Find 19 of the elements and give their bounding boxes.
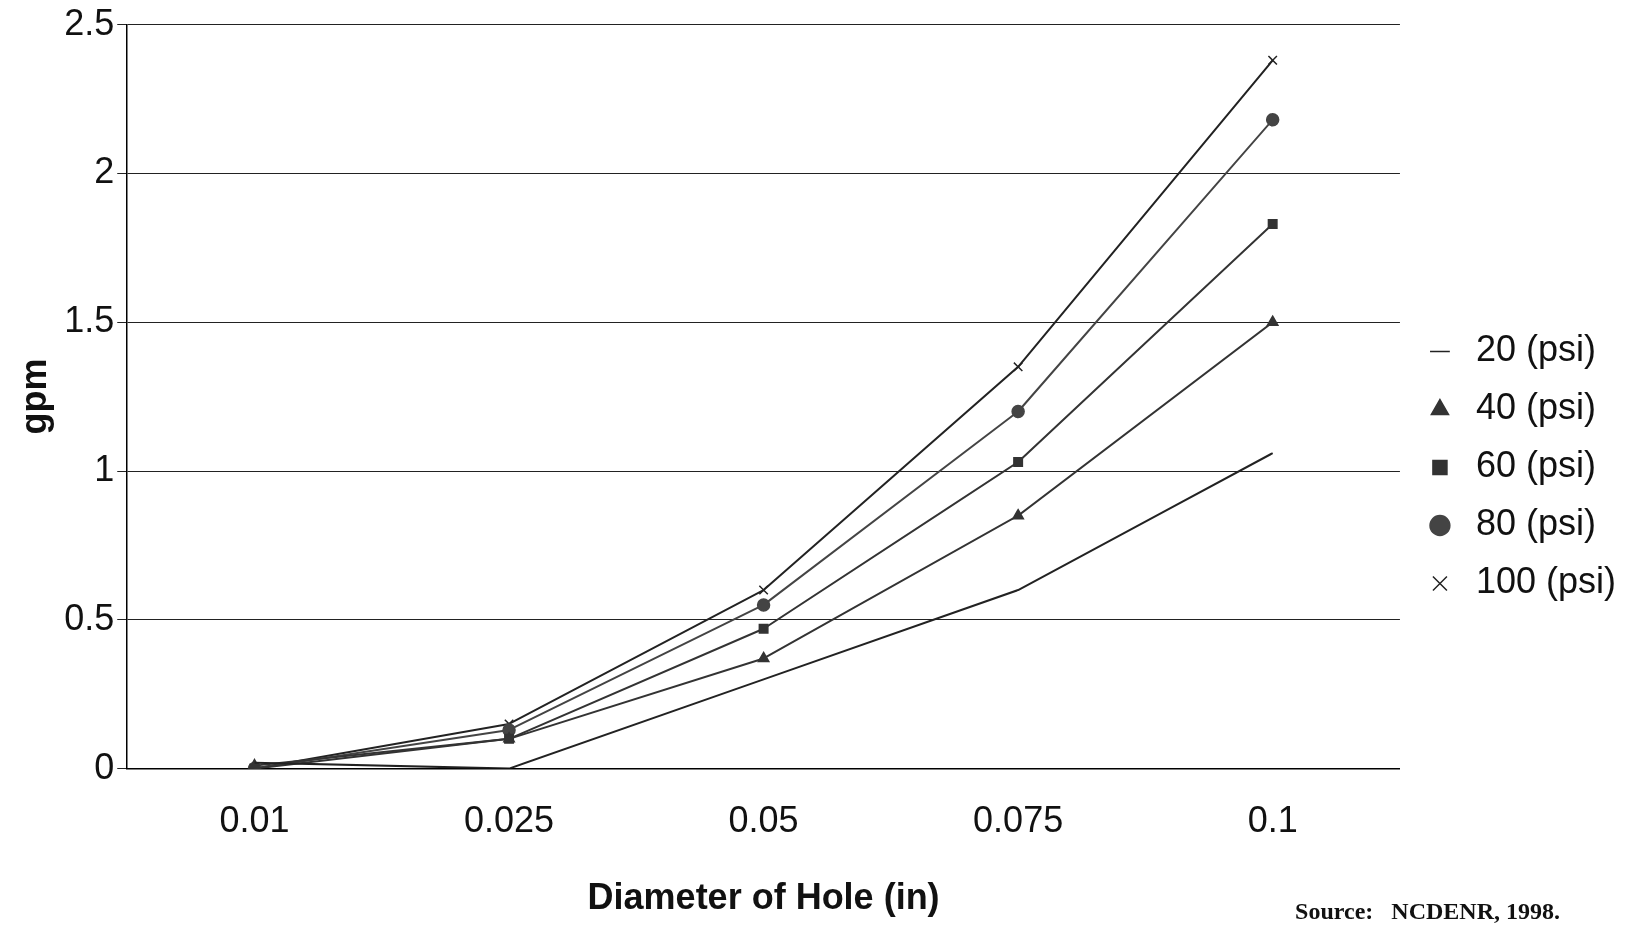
y-axis-title: gpm <box>12 358 54 435</box>
legend-label: 80 (psi) <box>1475 502 1596 544</box>
x-tick-label: 0.05 <box>728 799 799 841</box>
y-tick-label: 1.5 <box>64 299 115 341</box>
y-tick-label: 0 <box>94 745 115 787</box>
source-note: Source: NCDENR, 1998. <box>1295 898 1560 925</box>
x-tick-label: 0.075 <box>973 799 1064 841</box>
y-tick-label: 2.5 <box>64 1 115 43</box>
x-tick-label: 0.025 <box>464 799 555 841</box>
x-tick-label: 0.1 <box>1247 799 1298 841</box>
legend-label: 100 (psi) <box>1475 560 1616 602</box>
legend-label: 20 (psi) <box>1475 328 1596 370</box>
y-tick-label: 2 <box>94 150 115 192</box>
legend-label: 40 (psi) <box>1475 386 1596 428</box>
legend-label: 60 (psi) <box>1475 444 1596 486</box>
y-tick-label: 0.5 <box>64 596 115 638</box>
x-tick-label: 0.01 <box>219 799 290 841</box>
y-tick-label: 1 <box>94 447 115 489</box>
x-axis-title: Diameter of Hole (in) <box>587 876 940 918</box>
